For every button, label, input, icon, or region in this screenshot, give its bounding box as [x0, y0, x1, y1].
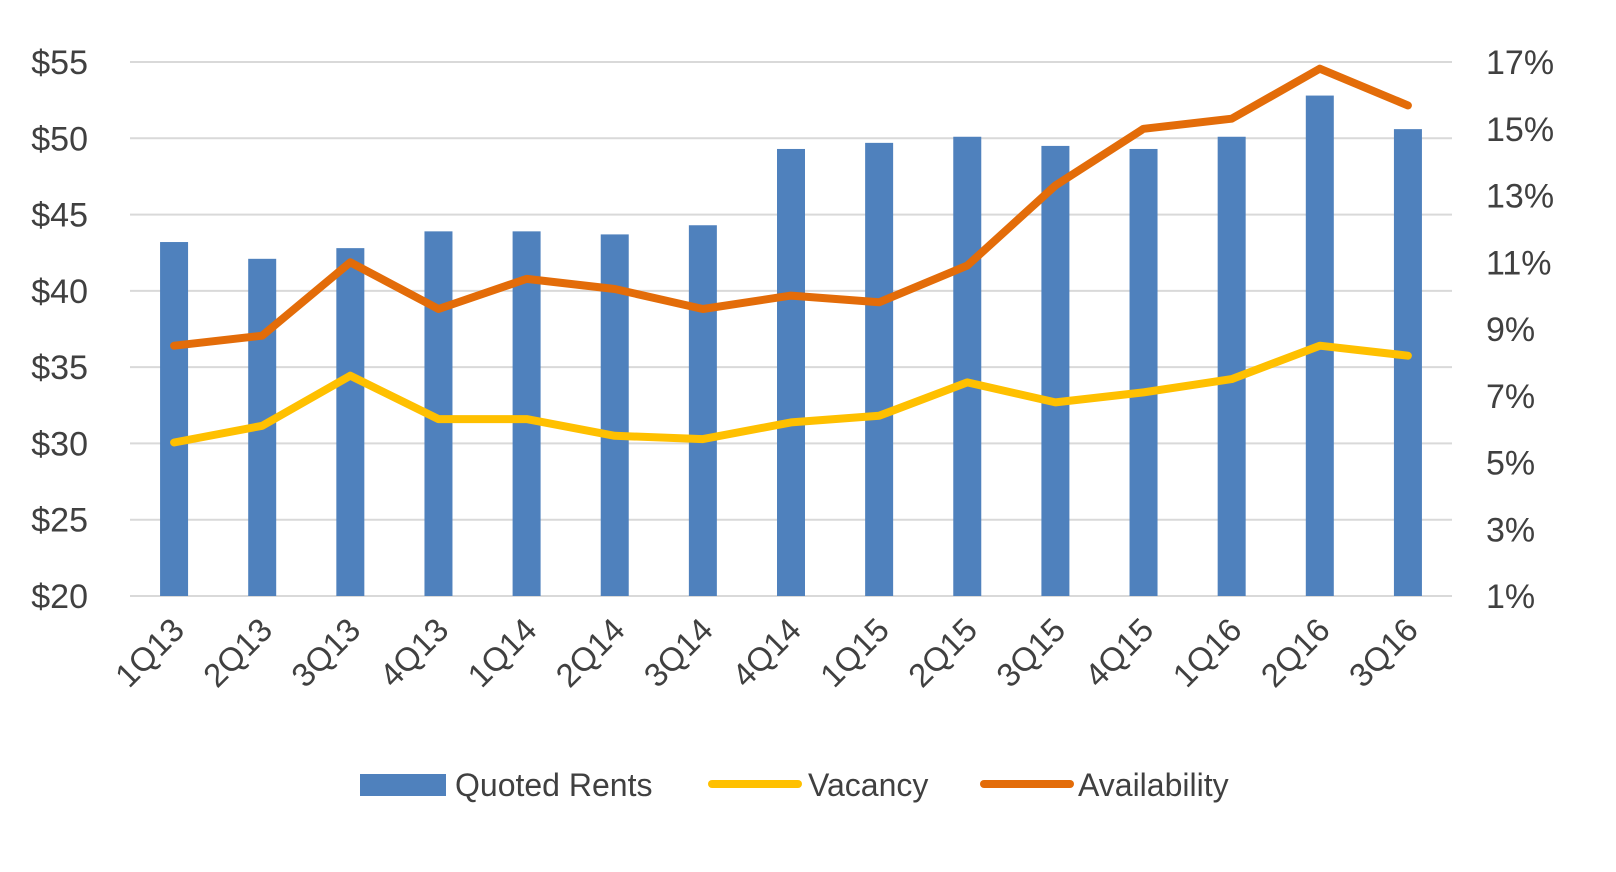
bar-quoted-rents — [953, 136, 982, 596]
left-axis-tick-label: $20 — [31, 578, 88, 616]
right-axis-tick-label: 15% — [1486, 111, 1554, 149]
bar-quoted-rents — [1217, 136, 1246, 596]
legend-swatch-quoted-rents — [360, 774, 446, 796]
x-axis-tick-label: 3Q14 — [637, 611, 720, 694]
right-axis-tick-label: 1% — [1486, 578, 1535, 616]
left-axis-tick-label: $55 — [31, 44, 88, 82]
x-axis-tick-label: 2Q15 — [901, 611, 984, 694]
right-axis-tick-label: 5% — [1486, 445, 1535, 483]
left-axis-tick-label: $35 — [31, 349, 88, 387]
bar-quoted-rents — [1393, 129, 1422, 597]
x-axis-tick-label: 1Q14 — [460, 611, 543, 694]
x-axis-tick-label: 1Q15 — [813, 611, 896, 694]
legend: Quoted Rents Vacancy Availability — [360, 767, 1229, 803]
legend-label-vacancy: Vacancy — [808, 767, 928, 803]
left-axis-tick-labels: $20 $25 $30 $35 $40 $45 $50 $55 — [31, 44, 88, 616]
x-axis-tick-label: 1Q16 — [1165, 611, 1248, 694]
x-axis-tick-label: 2Q13 — [196, 611, 279, 694]
right-axis-tick-label: 3% — [1486, 511, 1535, 549]
bar-series-quoted-rents — [160, 95, 1422, 597]
right-axis-tick-label: 17% — [1486, 44, 1554, 82]
left-axis-tick-label: $45 — [31, 197, 88, 235]
bar-quoted-rents — [865, 142, 894, 596]
left-axis-tick-label: $40 — [31, 273, 88, 311]
legend-label-availability: Availability — [1078, 767, 1229, 803]
x-axis-tick-label: 3Q16 — [1342, 611, 1425, 694]
left-axis-tick-label: $25 — [31, 502, 88, 540]
x-axis-tick-label: 3Q15 — [989, 611, 1072, 694]
x-axis-tick-labels: 1Q13 2Q13 3Q13 4Q13 1Q14 2Q14 3Q14 4Q14 1Q15 2Q15… — [108, 611, 1425, 694]
x-axis-tick-label: 2Q16 — [1253, 611, 1336, 694]
bar-quoted-rents — [688, 225, 717, 596]
legend-label-quoted-rents: Quoted Rents — [455, 767, 652, 803]
right-axis-tick-label: 7% — [1486, 378, 1535, 416]
left-axis-tick-label: $30 — [31, 425, 88, 463]
bar-quoted-rents — [160, 242, 189, 596]
x-axis-tick-label: 4Q14 — [725, 611, 808, 694]
bar-quoted-rents — [1129, 148, 1158, 597]
x-axis-tick-label: 1Q13 — [108, 611, 191, 694]
right-axis-tick-labels: 1% 3% 5% 7% 9% 11% 13% 15% 17% — [1486, 44, 1554, 616]
right-axis-tick-label: 9% — [1486, 311, 1535, 349]
x-axis-tick-label: 2Q14 — [548, 611, 631, 694]
line-series — [170, 64, 1412, 447]
right-axis-tick-label: 11% — [1486, 244, 1552, 282]
right-axis-tick-label: 13% — [1486, 178, 1554, 216]
bar-quoted-rents — [777, 148, 805, 597]
x-axis-tick-label: 3Q13 — [284, 611, 367, 694]
x-axis-tick-label: 4Q13 — [372, 611, 455, 694]
line-availability — [170, 64, 1412, 350]
line-vacancy — [170, 341, 1412, 447]
bar-quoted-rents — [1041, 145, 1070, 596]
x-axis-tick-label: 4Q15 — [1077, 611, 1160, 694]
left-axis-tick-label: $50 — [31, 120, 88, 158]
bar-quoted-rents — [336, 248, 365, 596]
bar-quoted-rents — [512, 231, 541, 596]
